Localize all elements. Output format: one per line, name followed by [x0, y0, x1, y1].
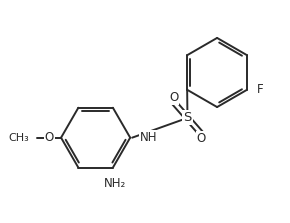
Text: CH₃: CH₃: [9, 133, 30, 143]
Text: S: S: [183, 112, 192, 124]
Text: O: O: [197, 132, 206, 145]
Text: O: O: [169, 91, 178, 104]
Text: F: F: [257, 83, 264, 96]
Text: NH: NH: [140, 131, 157, 144]
Text: O: O: [45, 131, 54, 144]
Text: NH₂: NH₂: [104, 178, 126, 190]
